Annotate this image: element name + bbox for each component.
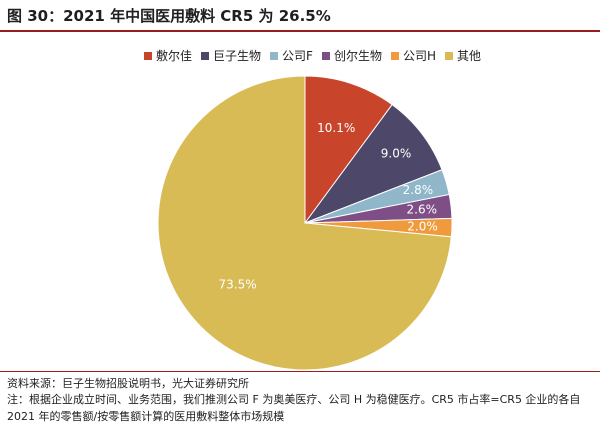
source-text: 资料来源：巨子生物招股说明书，光大证券研究所 [7, 377, 249, 390]
slice-value-label: 2.0% [407, 220, 438, 234]
legend-label: 创尔生物 [333, 49, 382, 63]
slice-value-label: 73.5% [219, 277, 257, 291]
legend-label: 敷尔佳 [156, 49, 193, 63]
slice-value-label: 9.0% [381, 146, 412, 160]
legend-label: 巨子生物 [213, 49, 262, 63]
legend-item: 其他 [444, 47, 481, 64]
legend-label: 其他 [456, 49, 481, 63]
legend-item: 创尔生物 [321, 47, 382, 64]
slice-value-label: 10.1% [317, 121, 355, 135]
chart-legend: 敷尔佳 巨子生物 公司F 创尔生物 公司H 其他 [144, 47, 490, 64]
legend-item: 敷尔佳 [144, 47, 192, 64]
pie-slice [304, 75, 393, 225]
legend-swatch [444, 51, 453, 60]
figure-header: 图 30：2021 年中国医用敷料 CR5 为 26.5% [0, 0, 600, 32]
title-divider [0, 30, 600, 32]
legend-swatch [201, 51, 210, 60]
pie-slice [303, 103, 443, 225]
source-divider [0, 371, 600, 372]
legend-swatch [270, 51, 279, 60]
legend-swatch [390, 51, 399, 60]
legend-swatch [321, 51, 330, 60]
note-text: 注：根据企业成立时间、业务范围，我们推测公司 F 为奥美医疗、公司 H 为稳健医… [7, 393, 581, 423]
legend-label: 公司F [282, 49, 313, 63]
legend-label: 公司H [402, 49, 436, 63]
slice-value-label: 2.8% [403, 183, 434, 197]
pie-slice [157, 75, 452, 371]
figure-title: 图 30：2021 年中国医用敷料 CR5 为 26.5% [7, 7, 331, 25]
legend-item: 公司F [270, 47, 313, 64]
legend-swatch [144, 51, 152, 60]
legend-item: 巨子生物 [201, 47, 261, 64]
slice-value-label: 2.6% [407, 203, 438, 217]
legend-item: 公司H [390, 47, 436, 64]
